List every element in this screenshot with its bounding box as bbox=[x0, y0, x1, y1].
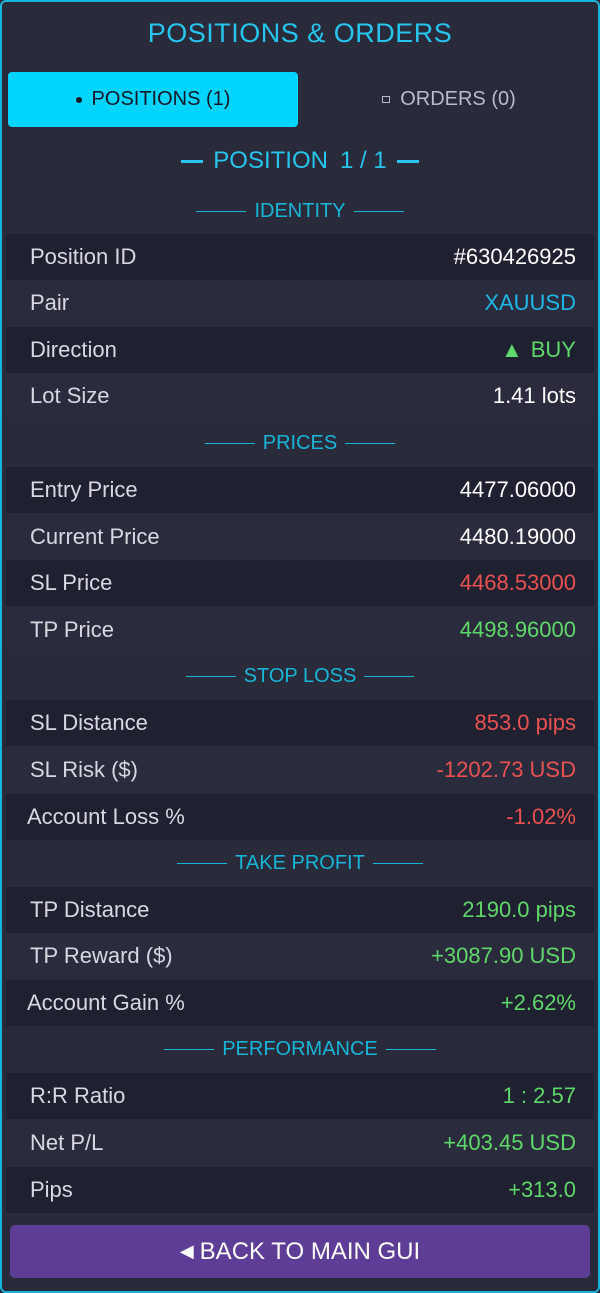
row-value: 4498.96000 bbox=[459, 617, 576, 642]
row-account-gain: Account Gain % +2.62% bbox=[6, 980, 594, 1026]
row-value: #630426925 bbox=[453, 244, 576, 269]
row-label: Pair bbox=[30, 290, 70, 315]
row-label: SL Risk ($) bbox=[30, 757, 138, 782]
row-value: BUY bbox=[530, 337, 576, 362]
row-sl-risk: SL Risk ($) -1202.73 USD bbox=[6, 747, 594, 793]
row-account-loss: Account Loss % -1.02% bbox=[6, 794, 594, 840]
row-value: 1 : 2.57 bbox=[502, 1083, 576, 1108]
divider bbox=[181, 159, 204, 163]
row-tp-price: TP Price 4498.96000 bbox=[6, 607, 594, 653]
divider bbox=[345, 442, 396, 444]
panel-title: POSITIONS & ORDERS bbox=[147, 18, 453, 48]
divider bbox=[204, 442, 255, 444]
section-label: PERFORMANCE bbox=[222, 1037, 378, 1060]
row-value: +313.0 bbox=[508, 1177, 576, 1202]
divider bbox=[372, 862, 423, 864]
row-label: Direction bbox=[30, 337, 117, 362]
divider bbox=[196, 210, 247, 212]
tab-positions[interactable]: POSITIONS (1) bbox=[8, 72, 298, 127]
bullet-icon bbox=[75, 96, 82, 103]
row-pair: Pair XAUUSD bbox=[6, 280, 594, 326]
section-take-profit: TAKE PROFIT bbox=[6, 840, 594, 886]
tab-positions-label: POSITIONS (1) bbox=[91, 88, 231, 110]
square-icon bbox=[382, 96, 391, 103]
row-position-id: Position ID #630426925 bbox=[6, 234, 594, 280]
row-sl-distance: SL Distance 853.0 pips bbox=[6, 700, 594, 746]
tab-orders[interactable]: ORDERS (0) bbox=[304, 72, 594, 127]
row-label: Current Price bbox=[30, 524, 160, 549]
section-stop-loss: STOP LOSS bbox=[6, 653, 594, 699]
row-label: SL Price bbox=[30, 570, 113, 595]
row-pips: Pips +313.0 bbox=[6, 1167, 594, 1213]
row-value: 1.41 lots bbox=[492, 383, 576, 408]
back-button-label: BACK TO MAIN GUI bbox=[199, 1237, 421, 1265]
section-label: IDENTITY bbox=[254, 199, 346, 222]
row-value: 853.0 pips bbox=[474, 710, 576, 735]
row-tp-reward: TP Reward ($) +3087.90 USD bbox=[6, 933, 594, 979]
row-value: -1.02% bbox=[506, 804, 576, 829]
row-value: XAUUSD bbox=[484, 290, 576, 315]
back-to-main-button[interactable]: ◀ BACK TO MAIN GUI bbox=[10, 1225, 590, 1278]
row-value: +403.45 USD bbox=[443, 1130, 576, 1155]
section-label: PRICES bbox=[262, 431, 338, 454]
row-lot-size: Lot Size 1.41 lots bbox=[6, 373, 594, 419]
divider bbox=[385, 1048, 436, 1050]
row-label: Account Loss % bbox=[27, 804, 185, 829]
triangle-left-icon: ◀ bbox=[179, 1241, 194, 1261]
divider bbox=[396, 159, 419, 163]
row-label: TP Distance bbox=[30, 897, 150, 922]
row-label: SL Distance bbox=[30, 710, 148, 735]
divider bbox=[164, 1048, 215, 1050]
tab-orders-label: ORDERS (0) bbox=[400, 88, 516, 110]
row-label: Entry Price bbox=[30, 477, 138, 502]
row-value: 4468.53000 bbox=[459, 570, 576, 595]
row-sl-price: SL Price 4468.53000 bbox=[6, 560, 594, 606]
row-value: +3087.90 USD bbox=[431, 943, 576, 968]
section-label: TAKE PROFIT bbox=[235, 851, 365, 874]
row-label: Account Gain % bbox=[27, 990, 185, 1015]
section-performance: PERFORMANCE bbox=[6, 1026, 594, 1072]
row-label: Lot Size bbox=[30, 383, 110, 408]
row-label: Position ID bbox=[30, 244, 137, 269]
row-label: Net P/L bbox=[30, 1130, 104, 1155]
section-prices: PRICES bbox=[6, 420, 594, 466]
triangle-up-icon: ▲ bbox=[500, 337, 523, 362]
row-label: Pips bbox=[30, 1177, 73, 1202]
row-value: 2190.0 pips bbox=[462, 897, 576, 922]
row-label: R:R Ratio bbox=[30, 1083, 126, 1108]
row-current-price: Current Price 4480.19000 bbox=[6, 514, 594, 560]
row-value: 4480.19000 bbox=[459, 524, 576, 549]
row-value: +2.62% bbox=[500, 990, 576, 1015]
row-label: TP Reward ($) bbox=[30, 943, 173, 968]
position-index: 1 / 1 bbox=[339, 147, 387, 174]
direction-value: ▲ BUY bbox=[501, 337, 594, 363]
position-header: POSITION 1 / 1 bbox=[2, 146, 598, 176]
divider bbox=[353, 210, 404, 212]
row-label: TP Price bbox=[30, 617, 114, 642]
section-label: STOP LOSS bbox=[243, 664, 357, 687]
row-value: 4477.06000 bbox=[459, 477, 576, 502]
row-entry-price: Entry Price 4477.06000 bbox=[6, 467, 594, 513]
row-rr-ratio: R:R Ratio 1 : 2.57 bbox=[6, 1073, 594, 1119]
section-identity: IDENTITY bbox=[6, 188, 594, 234]
row-direction: Direction ▲ BUY bbox=[6, 327, 594, 373]
position-header-label: POSITION bbox=[213, 147, 328, 174]
row-net-pl: Net P/L +403.45 USD bbox=[6, 1120, 594, 1166]
row-tp-distance: TP Distance 2190.0 pips bbox=[6, 887, 594, 933]
divider bbox=[185, 675, 236, 677]
row-value: -1202.73 USD bbox=[436, 757, 576, 782]
divider bbox=[177, 862, 228, 864]
divider bbox=[364, 675, 415, 677]
